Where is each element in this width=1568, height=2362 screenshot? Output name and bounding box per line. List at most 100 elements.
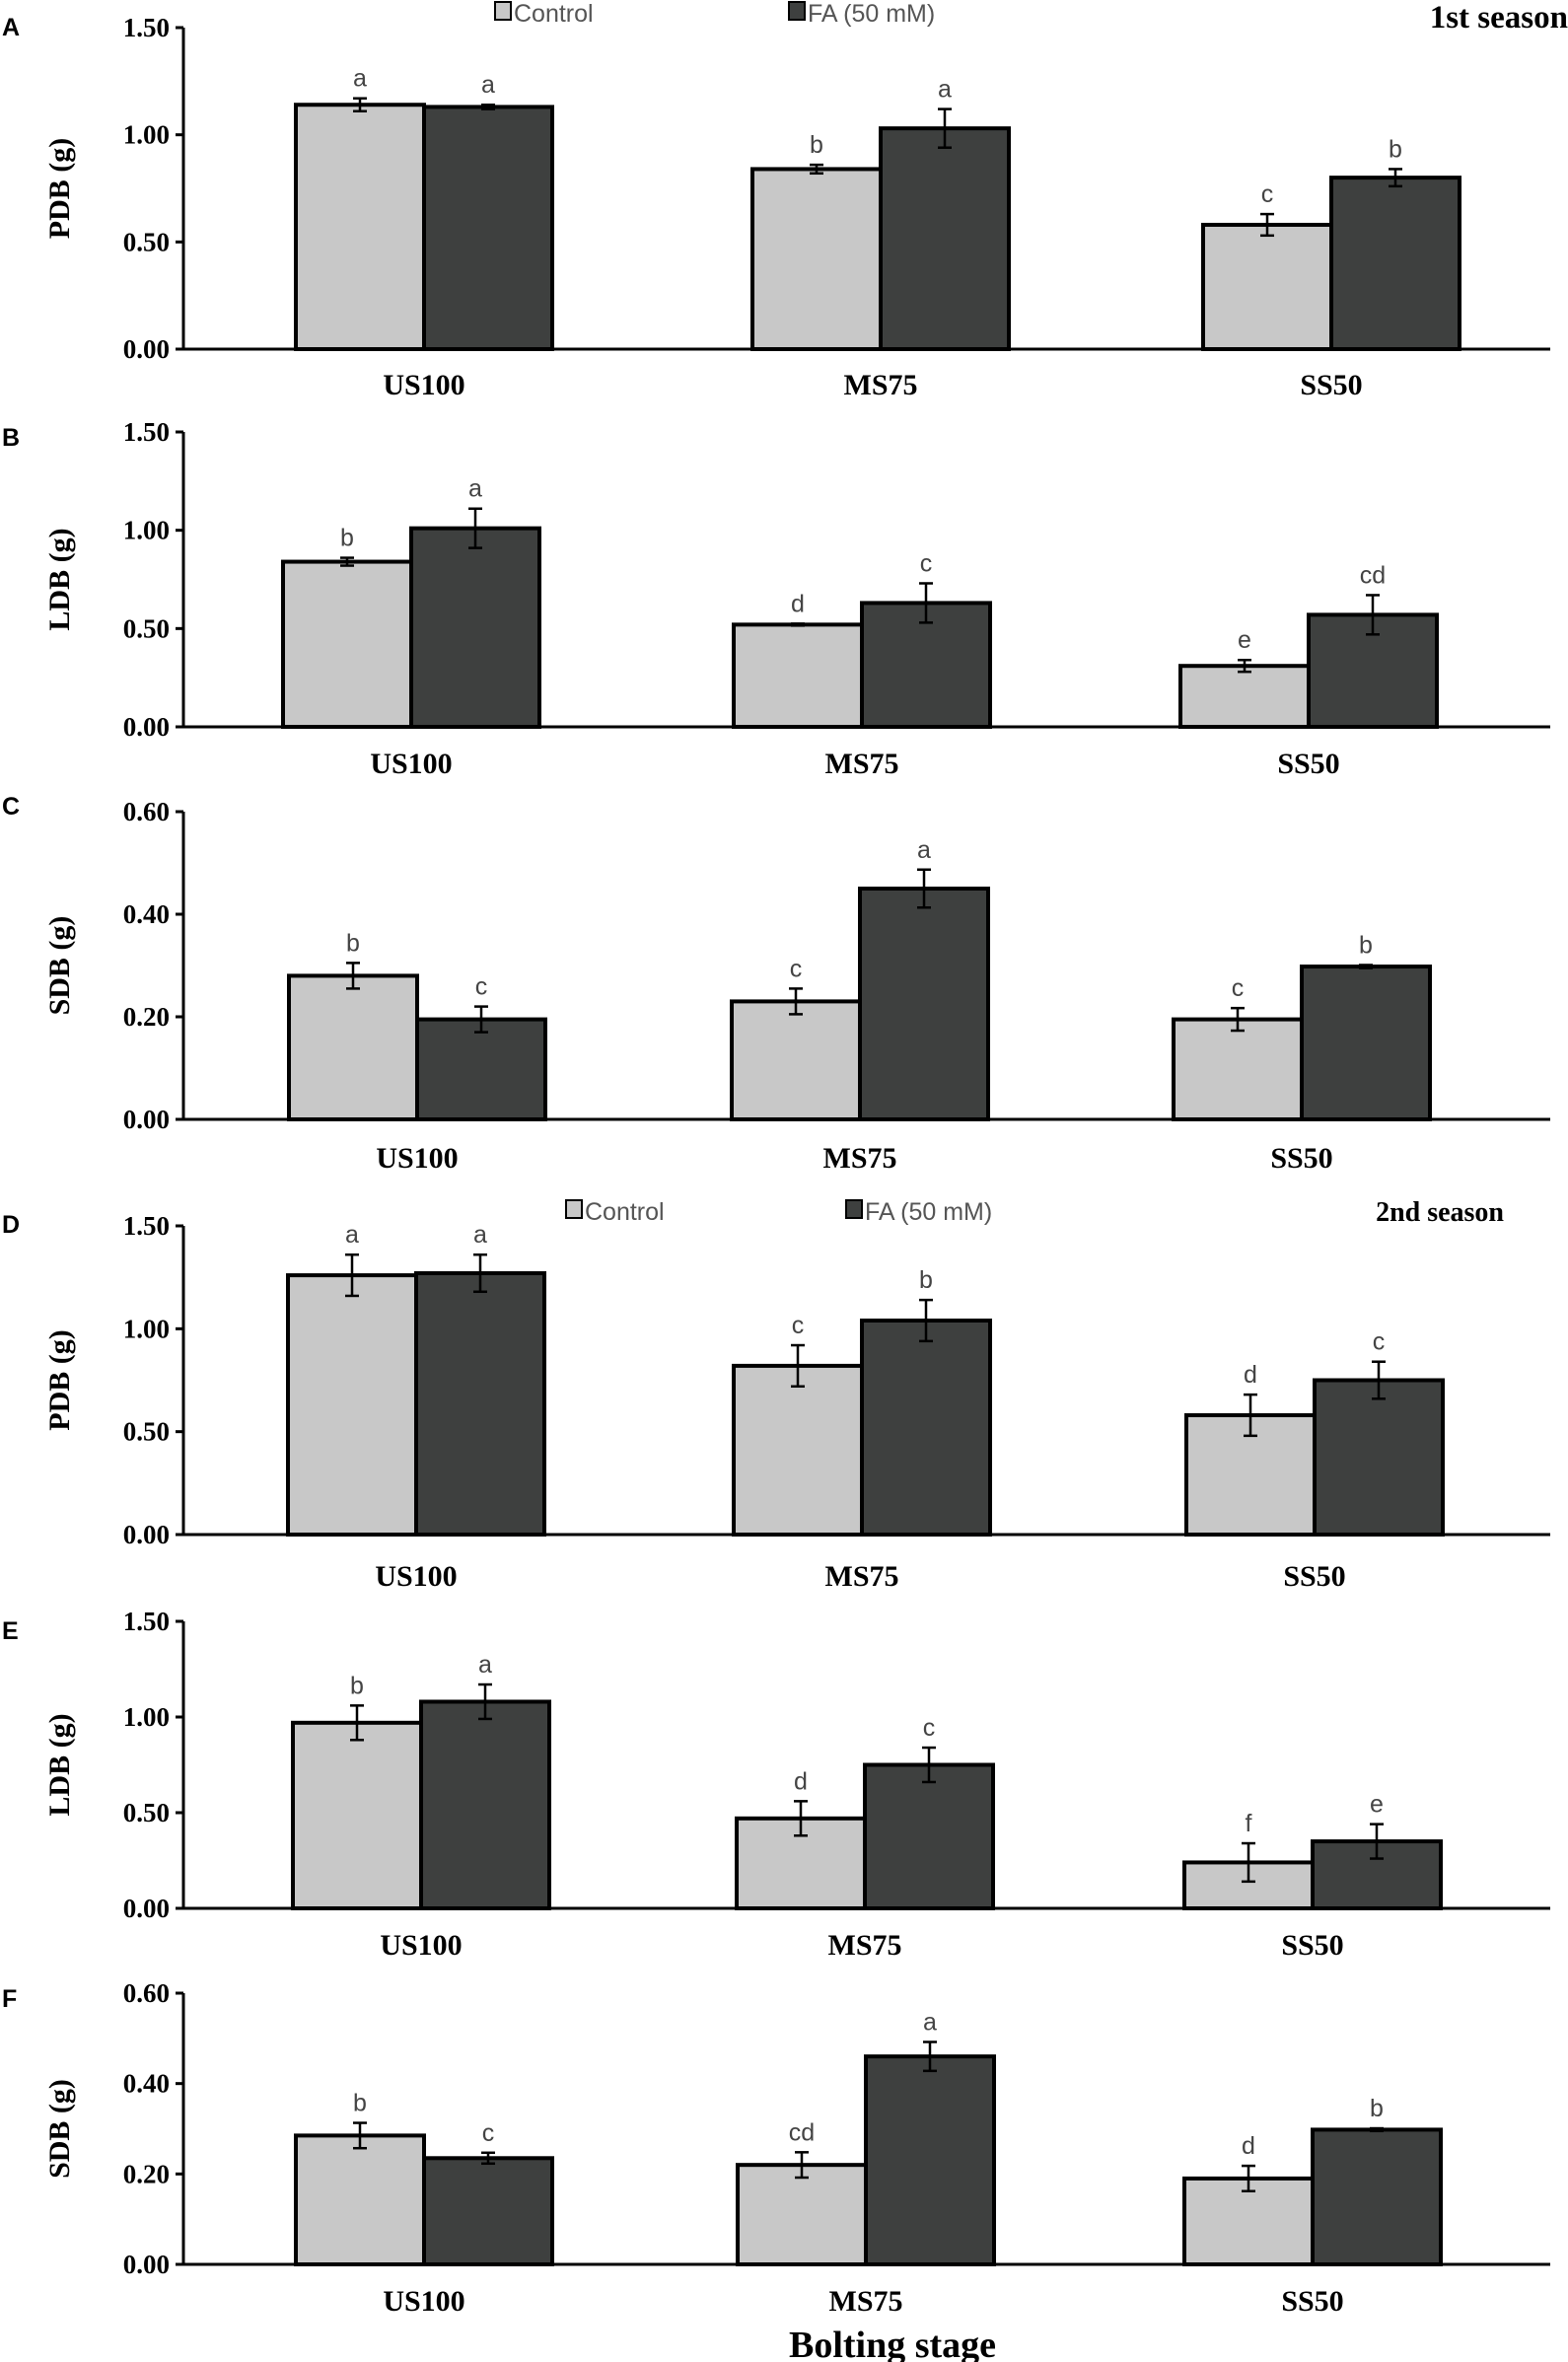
y-tick-label: 0.40 <box>123 899 170 929</box>
bar-control-us100 <box>287 973 419 1122</box>
x-axis-title: Bolting stage <box>789 2325 996 2362</box>
category-label-us100: US100 <box>370 748 452 780</box>
y-tick-label: 0.00 <box>123 1894 170 1923</box>
bar-fa-us100 <box>414 1270 546 1537</box>
significance-letter: c <box>792 1312 805 1339</box>
significance-letter: e <box>1370 1791 1384 1819</box>
error-bar <box>346 962 360 990</box>
legend-top: Control FA (50 mM) <box>494 0 935 28</box>
y-axis-title: PDB (g) <box>43 138 76 239</box>
y-tick-label: 0.50 <box>123 613 170 643</box>
panel-letter-d: D <box>2 1211 20 1239</box>
bar-fa-ms75 <box>863 1762 995 1910</box>
error-bar <box>923 2040 937 2073</box>
legend-swatch-control <box>565 1199 583 1219</box>
significance-letter: c <box>920 549 933 577</box>
significance-letter: a <box>468 475 482 503</box>
legend-swatch-control <box>494 1 512 21</box>
y-tick-label: 0.60 <box>123 797 170 826</box>
y-tick-label: 1.00 <box>123 1702 170 1732</box>
panel-letter-c: C <box>2 793 20 821</box>
panel-letter-b: B <box>2 424 20 452</box>
panel-c: 0.00 0.20 0.40 0.60 SDB (g) b c US100 c a MS75 c b SS… <box>43 797 1550 1175</box>
panel-a: 0.00 0.50 1.00 1.50 PDB (g) a a US100 b a MS75 c b SS… <box>43 13 1550 401</box>
category-label-ms75: MS75 <box>828 1929 902 1962</box>
significance-letter: d <box>1244 1361 1257 1389</box>
error-bar <box>810 163 823 176</box>
y-tick-label: 0.00 <box>123 2250 170 2279</box>
panel-b: 0.00 0.50 1.00 1.50 LDB (g) b a US100 d c MS75 e cd S… <box>43 417 1550 780</box>
y-axis-title: LDB (g) <box>43 1713 76 1816</box>
error-bar <box>1370 2126 1384 2133</box>
bar-control-ss50 <box>1178 664 1311 729</box>
y-tick-label: 0.50 <box>123 1798 170 1827</box>
significance-letter: a <box>345 1221 359 1249</box>
error-bar <box>1359 964 1373 969</box>
error-bar <box>350 1704 364 1742</box>
error-bar <box>478 1682 492 1721</box>
bar-control-ms75 <box>732 622 864 730</box>
significance-letter: b <box>1389 135 1402 163</box>
y-tick-label: 0.60 <box>123 1978 170 2008</box>
y-axis-title: SDB (g) <box>43 2079 76 2179</box>
significance-letter: cd <box>1360 561 1386 589</box>
significance-letter: c <box>475 973 488 1001</box>
legend-label-fa: FA (50 mM) <box>865 1198 992 1226</box>
error-bar <box>345 1253 359 1298</box>
bar-fa-us100 <box>422 105 554 351</box>
panel-letter-e: E <box>2 1617 19 1645</box>
category-label-ss50: SS50 <box>1270 1142 1332 1175</box>
panel-letter-f: F <box>2 1985 17 2013</box>
y-tick-label: 0.00 <box>123 1520 170 1549</box>
panel-letter-a: A <box>2 14 20 41</box>
error-bar <box>795 2151 809 2180</box>
category-label-ss50: SS50 <box>1281 2285 1343 2318</box>
category-label-ms75: MS75 <box>825 1560 899 1593</box>
significance-letter: b <box>1359 931 1373 959</box>
significance-letter: b <box>919 1266 933 1294</box>
y-tick-label: 0.50 <box>123 227 170 256</box>
error-bar <box>473 1253 487 1294</box>
category-label-ss50: SS50 <box>1281 1929 1343 1962</box>
significance-letter: c <box>1373 1328 1386 1356</box>
significance-letter: d <box>794 1767 808 1795</box>
panel-f: 0.00 0.20 0.40 0.60 SDB (g) b c US100 cd a MS75 d b S… <box>43 1978 1550 2318</box>
significance-letter: b <box>810 131 823 159</box>
category-label-us100: US100 <box>383 369 464 401</box>
error-bar <box>353 2121 367 2150</box>
error-bar <box>1370 1823 1384 1860</box>
bar-fa-ms75 <box>879 126 1011 351</box>
category-label-ms75: MS75 <box>844 369 918 401</box>
y-tick-label: 0.50 <box>123 1417 170 1447</box>
y-axis-title: LDB (g) <box>43 528 76 630</box>
bar-control-us100 <box>294 103 426 351</box>
bar-fa-ss50 <box>1313 1378 1445 1537</box>
error-bar <box>791 1343 805 1389</box>
bar-control-ms75 <box>730 999 862 1122</box>
y-axis-title: PDB (g) <box>43 1329 76 1430</box>
significance-letter: a <box>481 71 495 99</box>
category-label-ss50: SS50 <box>1300 369 1362 401</box>
category-label-us100: US100 <box>375 1560 457 1593</box>
error-bar <box>922 1746 936 1784</box>
error-bar <box>1372 1360 1386 1400</box>
y-tick-label: 1.50 <box>123 1211 170 1241</box>
bar-control-ss50 <box>1184 1412 1317 1538</box>
y-tick-label: 1.00 <box>123 1314 170 1343</box>
error-bar <box>1366 594 1380 636</box>
category-label-us100: US100 <box>380 1929 462 1962</box>
legend-label-control: Control <box>514 0 594 28</box>
error-bar <box>938 107 952 149</box>
significance-letter: c <box>482 2119 495 2147</box>
y-tick-label: 0.00 <box>123 1105 170 1134</box>
y-tick-label: 1.00 <box>123 516 170 545</box>
error-bar <box>353 97 367 113</box>
panel-e: 0.00 0.50 1.00 1.50 LDB (g) b a US100 d c MS75 f e SS… <box>43 1607 1550 1962</box>
error-bar <box>481 103 495 110</box>
bar-fa-ss50 <box>1311 2127 1443 2267</box>
category-label-ss50: SS50 <box>1283 1560 1345 1593</box>
significance-letter: a <box>478 1651 492 1679</box>
significance-letter: d <box>791 590 805 617</box>
error-bar <box>481 2151 495 2166</box>
